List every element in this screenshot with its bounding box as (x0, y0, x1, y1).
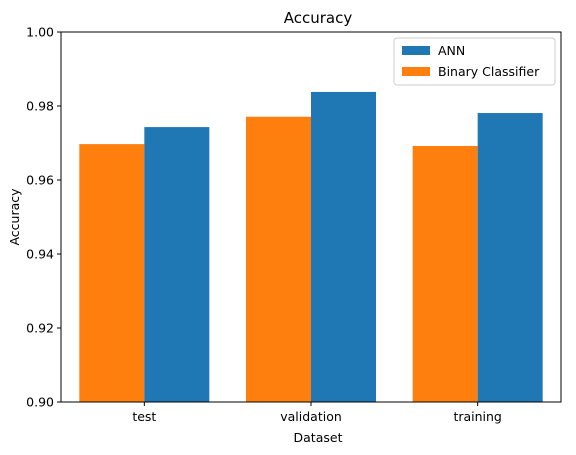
bar-ann-training (477, 113, 543, 402)
y-tick-label: 1.00 (26, 25, 54, 40)
legend-label-binary-classifier: Binary Classifier (438, 64, 540, 79)
legend-box (393, 37, 556, 86)
x-axis-title: Dataset (294, 430, 343, 445)
chart-title: Accuracy (284, 9, 353, 27)
y-tick-label: 0.92 (26, 321, 54, 336)
y-tick-label: 0.90 (26, 395, 54, 410)
x-tick-label-test: test (132, 409, 156, 424)
y-axis-title: Accuracy (7, 188, 22, 246)
bars-layer (79, 91, 543, 403)
legend-swatch-ann (402, 46, 430, 55)
y-tick-label: 0.98 (26, 99, 54, 114)
y-tick-label: 0.94 (26, 247, 54, 262)
x-tick-label-validation: validation (280, 409, 342, 424)
legend-swatch-binary-classifier (402, 67, 430, 76)
bar-ann-test (144, 127, 210, 402)
bar-binary-classifier-validation (246, 116, 311, 402)
bar-ann-validation (311, 91, 376, 402)
axes-layer: 0.90 0.92 0.94 0.96 0.98 1.00 test validation tr… (26, 25, 562, 424)
y-tick-label: 0.96 (26, 173, 54, 188)
bar-binary-classifier-test (79, 144, 145, 403)
legend-label-ann: ANN (438, 43, 465, 58)
bar-binary-classifier-training (412, 145, 478, 402)
legend: ANN Binary Classifier (393, 37, 556, 86)
x-tick-label-training: training (453, 409, 501, 424)
